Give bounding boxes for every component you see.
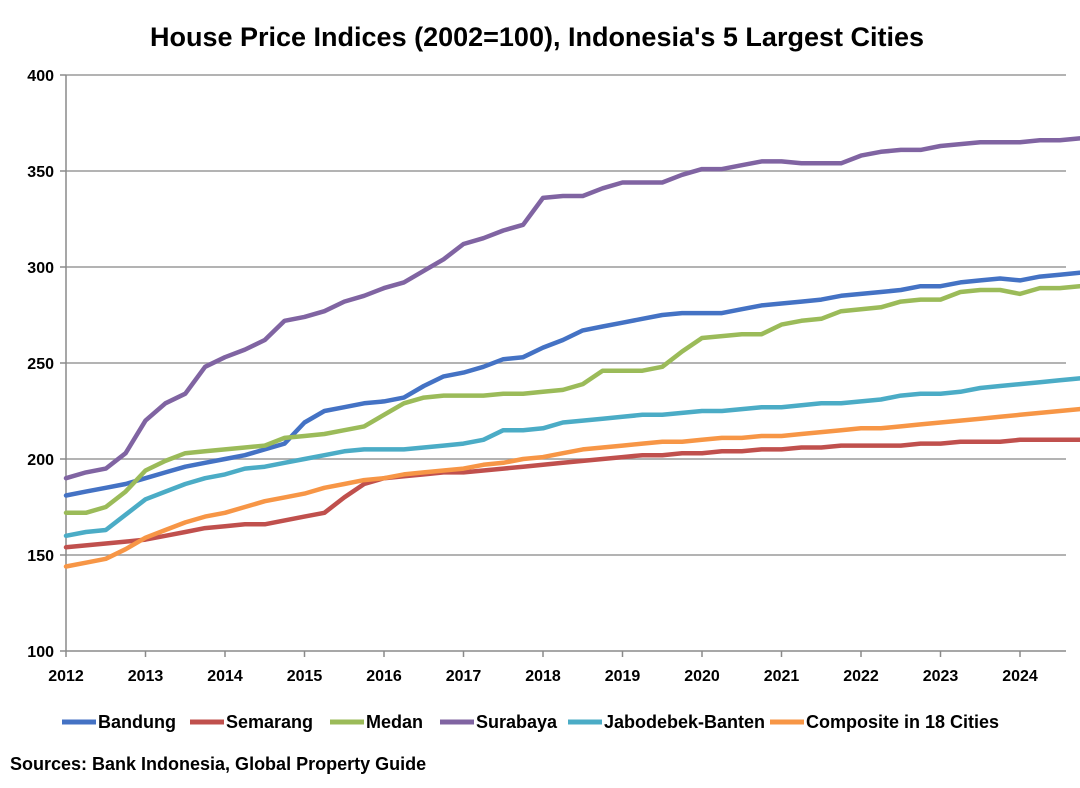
series-line-composite-in-18-cities — [63, 406, 1080, 569]
y-tick-label-300: 300 — [27, 260, 54, 277]
y-tick-label-400: 400 — [27, 68, 54, 85]
x-tick-label-2017: 2017 — [446, 668, 482, 685]
legend-label-bandung: Bandung — [98, 712, 176, 732]
x-tick-label-2020: 2020 — [684, 668, 720, 685]
x-tick-label-2013: 2013 — [128, 668, 164, 685]
x-tick-label-2024: 2024 — [1002, 668, 1038, 685]
legend-label-composite-in-18-cities: Composite in 18 Cities — [806, 712, 999, 732]
gridlines — [66, 74, 1066, 556]
series-line-jabodebek-banten — [63, 376, 1080, 539]
x-tick-label-2014: 2014 — [207, 668, 243, 685]
y-tick-label-200: 200 — [27, 452, 54, 469]
source-note: Sources: Bank Indonesia, Global Property… — [10, 754, 426, 774]
series-lines — [63, 136, 1080, 569]
y-tick-label-150: 150 — [27, 548, 54, 565]
x-tick-label-2021: 2021 — [764, 668, 800, 685]
legend-label-medan: Medan — [366, 712, 423, 732]
x-tick-label-2018: 2018 — [525, 668, 561, 685]
series-line-medan — [63, 283, 1080, 516]
series-line-semarang — [63, 437, 1080, 550]
series-line-surabaya — [63, 136, 1080, 481]
y-axis-ticks: 100 150 200 250 300 350 400 — [27, 68, 66, 661]
y-tick-label-350: 350 — [27, 164, 54, 181]
x-tick-label-2015: 2015 — [287, 668, 323, 685]
x-tick-label-2023: 2023 — [923, 668, 959, 685]
x-tick-label-2022: 2022 — [843, 668, 879, 685]
series-line-bandung — [63, 270, 1080, 498]
x-tick-label-2012: 2012 — [48, 668, 84, 685]
chart-title: House Price Indices (2002=100), Indonesi… — [150, 22, 924, 52]
y-tick-label-250: 250 — [27, 356, 54, 373]
x-tick-label-2016: 2016 — [366, 668, 402, 685]
legend-label-jabodebek-banten: Jabodebek-Banten — [604, 712, 765, 732]
y-tick-label-100: 100 — [27, 644, 54, 661]
x-tick-label-2019: 2019 — [605, 668, 641, 685]
legend-label-semarang: Semarang — [226, 712, 313, 732]
legend: Bandung Semarang Medan Surabaya Jabodebek-Ba… — [62, 712, 999, 732]
legend-label-surabaya: Surabaya — [476, 712, 558, 732]
x-axis-ticks: 2012 2013 2014 2015 2016 2017 2018 2019 2020 2021… — [48, 651, 1038, 685]
